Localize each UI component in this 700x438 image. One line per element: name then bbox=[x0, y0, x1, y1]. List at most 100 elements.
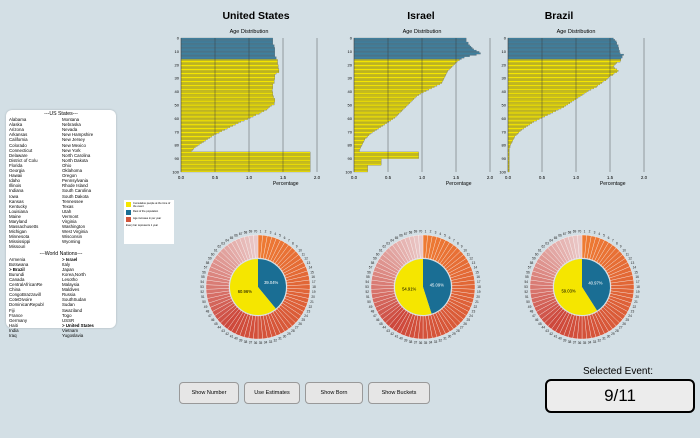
us-state-item[interactable]: Florida bbox=[9, 162, 23, 168]
us-state-item[interactable]: Missouri bbox=[9, 244, 26, 250]
age-bar bbox=[180, 103, 275, 106]
us-state-item[interactable]: Montana bbox=[62, 117, 80, 123]
world-nation-item[interactable]: Italy bbox=[62, 261, 71, 267]
us-state-item[interactable]: Mississippi bbox=[9, 239, 31, 245]
us-state-item[interactable]: Louisiana bbox=[9, 208, 28, 214]
us-state-item[interactable]: Maryland bbox=[9, 218, 28, 224]
world-nation-item[interactable]: Japan bbox=[62, 266, 74, 272]
us-state-item[interactable]: New Hampshire bbox=[62, 132, 94, 138]
us-state-item[interactable]: Michigan bbox=[9, 229, 27, 235]
us-state-item[interactable]: North Carolina bbox=[62, 152, 91, 158]
us-state-item[interactable]: Arizona bbox=[9, 127, 24, 133]
show-number-button[interactable]: Show Number bbox=[179, 382, 239, 404]
world-nation-item[interactable]: > United States bbox=[62, 322, 94, 328]
us-state-item[interactable]: West Virginia bbox=[62, 229, 88, 235]
us-state-item[interactable]: Virginia bbox=[62, 218, 77, 224]
us-state-item[interactable]: Kentucky bbox=[9, 203, 28, 209]
wedge-age-label: 44 bbox=[383, 326, 387, 330]
us-state-item[interactable]: Iowa bbox=[9, 193, 19, 199]
world-nation-item[interactable]: China bbox=[9, 287, 21, 293]
world-nation-item[interactable]: India bbox=[9, 327, 19, 333]
us-state-item[interactable]: Delaware bbox=[9, 152, 28, 158]
us-state-item[interactable]: Wisconsin bbox=[62, 234, 83, 240]
world-nation-item[interactable]: Haiti bbox=[9, 322, 18, 328]
us-state-item[interactable]: Illinois bbox=[9, 183, 22, 189]
world-nation-item[interactable]: Yugoslavia bbox=[62, 333, 84, 339]
us-state-item[interactable]: Maine bbox=[9, 213, 21, 219]
us-state-item[interactable]: Arkansas bbox=[9, 132, 28, 138]
world-nation-item[interactable]: USSR bbox=[62, 317, 75, 323]
us-state-item[interactable]: Oregon bbox=[62, 173, 77, 179]
world-nation-item[interactable]: Canada bbox=[9, 277, 25, 282]
us-state-item[interactable]: Indiana bbox=[9, 188, 24, 194]
us-state-item[interactable]: Vermont bbox=[62, 213, 79, 219]
world-nation-item[interactable]: > Brazil bbox=[9, 266, 25, 272]
world-nation-item[interactable]: > Israel bbox=[62, 256, 78, 262]
world-nation-item[interactable]: Burundi bbox=[9, 271, 25, 277]
us-state-item[interactable]: Texas bbox=[62, 203, 74, 209]
world-nation-item[interactable]: Maldives bbox=[62, 287, 80, 293]
us-state-item[interactable]: New Jersey bbox=[62, 137, 85, 143]
us-state-item[interactable]: New Mexico bbox=[62, 142, 86, 148]
show-born-button[interactable]: Show Born bbox=[305, 382, 363, 404]
world-nation-item[interactable]: Sudan bbox=[62, 302, 75, 308]
world-nation-item[interactable]: SouthSudan bbox=[62, 297, 87, 303]
us-state-item[interactable]: Ohio bbox=[62, 162, 72, 168]
us-state-item[interactable]: Nebraska bbox=[62, 122, 81, 128]
world-nation-item[interactable]: Armenia bbox=[9, 256, 26, 262]
us-state-item[interactable]: Alaska bbox=[9, 122, 23, 128]
y-tick-label: 10 bbox=[175, 49, 180, 54]
chart-title: Age Distribution bbox=[230, 29, 269, 35]
world-nation-item[interactable]: CongoBrazzavill bbox=[9, 292, 41, 298]
use-estimates-button[interactable]: Use Estimates bbox=[244, 382, 300, 404]
age-bar bbox=[353, 119, 391, 122]
wedge-age-label: 69 bbox=[249, 230, 253, 234]
us-state-item[interactable]: Washington bbox=[62, 224, 86, 230]
us-state-item[interactable]: North Dakota bbox=[62, 157, 88, 163]
us-state-item[interactable]: District of Colu bbox=[9, 157, 38, 163]
age-bar bbox=[180, 123, 236, 126]
us-state-item[interactable]: Colorado bbox=[9, 142, 27, 148]
age-bar bbox=[180, 159, 311, 162]
us-state-item[interactable]: Utah bbox=[62, 208, 72, 214]
world-nation-item[interactable]: France bbox=[9, 312, 23, 318]
world-nation-item[interactable]: Lesotho bbox=[62, 277, 78, 282]
age-bar bbox=[353, 71, 448, 73]
us-state-item[interactable]: Wyoming bbox=[62, 239, 81, 245]
us-state-item[interactable]: Nevada bbox=[62, 127, 78, 133]
us-state-item[interactable]: South Carolina bbox=[62, 188, 92, 194]
world-nation-item[interactable]: Malaysia bbox=[62, 282, 80, 288]
us-state-item[interactable]: Minnesota bbox=[9, 234, 30, 240]
world-nation-item[interactable]: CoteDIvoire bbox=[9, 297, 33, 303]
us-state-item[interactable]: Oklahoma bbox=[62, 168, 83, 174]
us-state-item[interactable]: Georgia bbox=[9, 168, 25, 174]
us-state-item[interactable]: New York bbox=[62, 147, 81, 153]
world-nation-item[interactable]: Fiji bbox=[9, 307, 15, 313]
us-state-item[interactable]: Idaho bbox=[9, 178, 20, 184]
age-bar bbox=[507, 40, 617, 43]
world-nation-item[interactable]: Vietnam bbox=[62, 327, 79, 333]
us-state-item[interactable]: Kansas bbox=[9, 198, 24, 204]
us-state-item[interactable]: Alabama bbox=[9, 117, 27, 123]
world-nation-item[interactable]: Russia bbox=[62, 292, 76, 298]
world-nation-item[interactable]: CentralAfricanRe bbox=[9, 282, 43, 288]
world-nation-item[interactable]: Togo bbox=[62, 312, 72, 318]
us-state-item[interactable]: Pennsylvania bbox=[62, 178, 89, 184]
world-nation-item[interactable]: Korea,North bbox=[62, 271, 86, 277]
us-state-item[interactable]: Massachusetts bbox=[9, 224, 39, 230]
world-nation-item[interactable]: Swaziland bbox=[62, 307, 83, 313]
world-nation-item[interactable]: Germany bbox=[9, 317, 28, 323]
us-state-item[interactable]: Hawaii bbox=[9, 173, 23, 179]
us-state-item[interactable]: South Dakota bbox=[62, 193, 89, 199]
world-nation-item[interactable]: Iraq bbox=[9, 333, 17, 339]
us-state-item[interactable]: Rhode Island bbox=[62, 183, 88, 189]
selected-event-value[interactable]: 9/11 bbox=[545, 379, 695, 413]
show-buckets-button[interactable]: Show Buckets bbox=[368, 382, 430, 404]
world-nation-item[interactable]: Botswana bbox=[9, 261, 29, 267]
wedge-age-label: 17 bbox=[477, 280, 481, 284]
us-state-item[interactable]: Connecticut bbox=[9, 147, 33, 153]
wedge-age-label: 67 bbox=[239, 232, 243, 236]
us-state-item[interactable]: Tennessee bbox=[62, 198, 84, 204]
us-state-item[interactable]: California bbox=[9, 137, 28, 143]
world-nation-item[interactable]: DominicanRepubl bbox=[9, 302, 44, 308]
